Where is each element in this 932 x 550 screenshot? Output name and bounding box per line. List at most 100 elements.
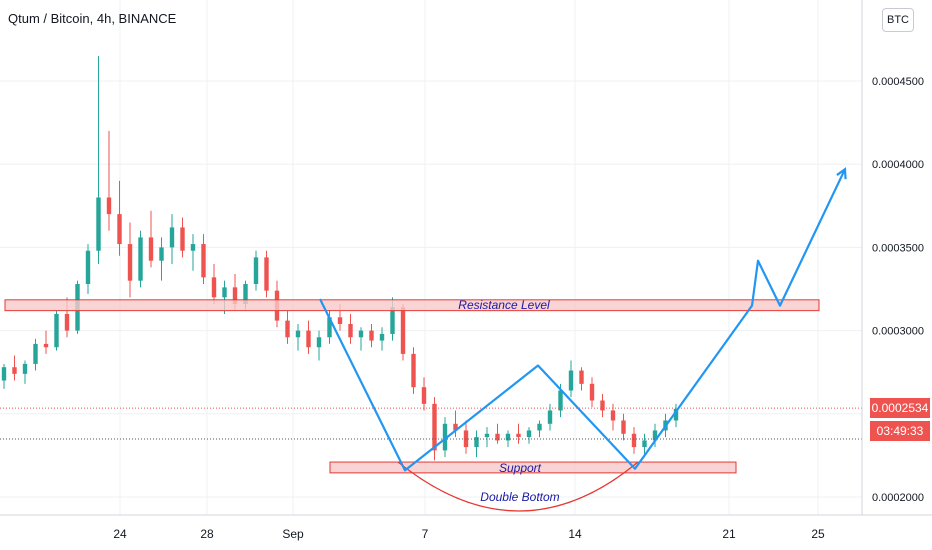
- candle: [96, 56, 101, 265]
- candle: [33, 338, 38, 371]
- candle: [652, 423, 658, 448]
- candle: [600, 393, 605, 418]
- y-tick-label: 0.0004000: [872, 159, 924, 171]
- candle: [516, 423, 521, 444]
- candle-body: [64, 313, 70, 331]
- candle-body: [201, 244, 206, 278]
- candle-body: [12, 367, 17, 374]
- candle-body: [22, 363, 28, 374]
- candle: [400, 303, 406, 361]
- candle: [568, 360, 574, 398]
- candle: [264, 250, 269, 298]
- candle: [22, 360, 28, 384]
- candle-body: [411, 353, 416, 388]
- candle: [211, 264, 217, 304]
- support-zone: [329, 461, 737, 474]
- candle-body: [243, 284, 248, 304]
- candle-body: [337, 317, 343, 324]
- candle: [306, 320, 311, 354]
- candle-body: [579, 370, 584, 384]
- candlestick-series: [1, 56, 679, 461]
- annotation-zones: Resistance Level Support Double Bottom: [4, 298, 820, 512]
- candle: [348, 313, 353, 344]
- x-tick-label: 21: [722, 527, 736, 541]
- currency-button[interactable]: BTC: [882, 8, 914, 32]
- candle-body: [474, 437, 479, 448]
- double-bottom-label: Double Bottom: [480, 490, 559, 504]
- candle: [453, 410, 458, 438]
- candle-body: [180, 227, 185, 251]
- candle-body: [190, 244, 196, 251]
- candle: [432, 397, 437, 461]
- candle-body: [327, 317, 332, 338]
- candle: [1, 363, 7, 389]
- candle: [12, 355, 17, 381]
- candle-body: [526, 430, 532, 438]
- candle-body: [642, 440, 647, 448]
- candle-body: [610, 410, 616, 421]
- candle-body: [505, 433, 511, 441]
- candle-body: [621, 420, 626, 434]
- candle: [673, 403, 679, 428]
- candle: [463, 420, 469, 454]
- candle-body: [159, 247, 164, 261]
- candle-body: [138, 237, 143, 281]
- candle-body: [652, 430, 658, 441]
- candle-body: [400, 307, 406, 354]
- candle: [169, 214, 175, 265]
- candle: [421, 377, 427, 411]
- candle: [621, 413, 626, 441]
- candle-body: [358, 330, 364, 338]
- candle-body: [589, 383, 595, 401]
- candle: [285, 310, 290, 344]
- candle-body: [432, 403, 437, 451]
- candle-body: [285, 320, 290, 338]
- candle-body: [516, 433, 521, 438]
- candle-body: [484, 433, 490, 438]
- candle-body: [253, 257, 259, 285]
- candle-body: [232, 287, 238, 304]
- price-level-lines: [0, 407, 862, 440]
- candle-body: [463, 430, 469, 448]
- candle: [295, 323, 301, 351]
- candle-body: [117, 214, 122, 245]
- candle-body: [495, 433, 500, 441]
- candle-body: [547, 410, 553, 424]
- candle-body: [43, 343, 49, 348]
- y-tick-label: 0.0002000: [872, 492, 924, 504]
- bar-countdown-tag: 03:49:33: [870, 421, 930, 442]
- candle: [43, 330, 49, 354]
- candle-body: [442, 423, 448, 451]
- candle-body: [127, 244, 133, 281]
- candle: [505, 430, 511, 448]
- symbol-title[interactable]: Qtum / Bitcoin, 4h, BINANCE: [8, 11, 177, 26]
- candle: [316, 330, 322, 361]
- candle: [127, 222, 133, 298]
- candle: [547, 403, 553, 431]
- candle: [148, 210, 154, 268]
- candle: [474, 430, 479, 458]
- candle: [159, 237, 164, 281]
- double-bottom-arc: [397, 461, 639, 512]
- candle-body: [600, 400, 605, 411]
- candle: [253, 250, 259, 291]
- candle: [589, 377, 595, 408]
- candle-body: [631, 433, 637, 448]
- x-tick-label: 25: [811, 527, 825, 541]
- candle: [411, 347, 416, 394]
- candle: [117, 180, 122, 256]
- candle: [369, 323, 374, 348]
- support-label: Support: [499, 461, 542, 475]
- candle: [442, 417, 448, 458]
- candle-body: [295, 330, 301, 338]
- candle-body: [264, 257, 269, 291]
- x-tick-label: Sep: [282, 527, 304, 541]
- candle: [358, 327, 364, 351]
- candle: [201, 234, 206, 285]
- resistance-zone: [4, 299, 820, 312]
- candle-body: [673, 408, 679, 421]
- candle-body: [211, 277, 217, 298]
- candle-body: [558, 390, 563, 411]
- grid-lines: [0, 0, 862, 515]
